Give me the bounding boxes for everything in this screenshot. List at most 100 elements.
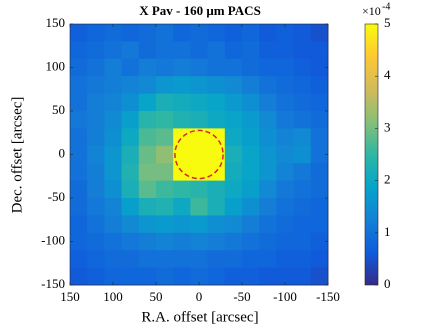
heatmap-cell [104, 215, 122, 234]
heatmap-cell [190, 215, 208, 234]
heatmap-cell [121, 76, 140, 94]
heatmap-cell [224, 93, 243, 112]
heatmap-cell [242, 145, 260, 164]
heatmap-cell [207, 267, 226, 286]
heatmap-cell [293, 232, 312, 251]
heatmap-cell [242, 198, 260, 216]
heatmap-cell [104, 145, 122, 164]
heatmap-cell [173, 250, 191, 268]
heatmap-cell [138, 215, 157, 234]
heatmap-cell [87, 24, 105, 42]
heatmap-cell [310, 145, 329, 164]
heatmap-cell [70, 198, 88, 216]
heatmap-cell [138, 41, 157, 60]
heatmap-cell [276, 267, 294, 286]
heatmap-cell [293, 111, 312, 129]
x-tick-label: 50 [150, 289, 163, 304]
heatmap-cell [310, 111, 329, 129]
heatmap-cell [224, 232, 243, 251]
heatmap-cell [104, 76, 122, 94]
heatmap-cell [242, 163, 260, 181]
heatmap-cell [293, 215, 312, 234]
y-tick-label: -150 [41, 276, 65, 291]
heatmap-cell [173, 145, 191, 164]
heatmap-cell [156, 145, 174, 164]
heatmap-cell [224, 215, 243, 234]
heatmap-cell [310, 93, 329, 112]
heatmap-cell [293, 267, 312, 286]
heatmap-cell [224, 24, 243, 42]
heatmap-cell [207, 111, 226, 129]
heatmap-cell [156, 111, 174, 129]
heatmap-cell [104, 232, 122, 251]
heatmap-cell [190, 58, 208, 77]
heatmap-cell [224, 163, 243, 181]
heatmap-cell [276, 128, 294, 147]
heatmap-cell [104, 41, 122, 60]
colorbar-tick-label: 5 [384, 15, 391, 30]
heatmap-cell [242, 267, 260, 286]
heatmap-cell [276, 215, 294, 234]
heatmap-cell [156, 93, 174, 112]
heatmap-cell [156, 232, 174, 251]
heatmap-cell [87, 93, 105, 112]
heatmap-cell [276, 232, 294, 251]
heatmap-cell [293, 93, 312, 112]
heatmap-cell [121, 93, 140, 112]
heatmap-cell [87, 267, 105, 286]
heatmap-cell [156, 180, 174, 199]
heatmap-cell [173, 180, 191, 199]
heatmap-cell [138, 111, 157, 129]
heatmap-cell [121, 163, 140, 181]
heatmap-cell [276, 250, 294, 268]
heatmap-cell [70, 24, 88, 42]
heatmap-cell [173, 215, 191, 234]
heatmap-cell [70, 76, 88, 94]
y-tick-label: -50 [48, 189, 65, 204]
heatmap-cell [259, 232, 277, 251]
heatmap-cell [276, 76, 294, 94]
heatmap-cell [207, 232, 226, 251]
heatmap-cell [156, 58, 174, 77]
x-tick-label: -100 [273, 289, 297, 304]
heatmap-cell [276, 93, 294, 112]
heatmap-cell [190, 76, 208, 94]
heatmap-cell [259, 41, 277, 60]
heatmap-cell [242, 93, 260, 112]
heatmap-cell [70, 58, 88, 77]
x-tick-label: -150 [316, 289, 340, 304]
heatmap-cell [156, 250, 174, 268]
heatmap-cell [207, 93, 226, 112]
heatmap-cell [87, 232, 105, 251]
heatmap-cell [190, 180, 208, 199]
heatmap-cell [138, 24, 157, 42]
heatmap-cell [207, 58, 226, 77]
heatmap-cell [104, 267, 122, 286]
heatmap-cell [121, 58, 140, 77]
heatmap-cell [190, 163, 208, 181]
heatmap-cell [104, 128, 122, 147]
heatmap-cell [310, 180, 329, 199]
heatmap-cell [259, 145, 277, 164]
heatmap-cell [173, 163, 191, 181]
colorbar-tick-label: 0 [384, 276, 391, 291]
heatmap-cell [173, 232, 191, 251]
heatmap-cell [310, 215, 329, 234]
heatmap-cell [104, 24, 122, 42]
heatmap-cell [138, 128, 157, 147]
heatmap-cell [173, 267, 191, 286]
heatmap-cell [156, 163, 174, 181]
heatmap-cell [224, 41, 243, 60]
colorbar-tick-label: 2 [384, 172, 391, 187]
heatmap-cell [138, 58, 157, 77]
heatmap-cell [138, 93, 157, 112]
heatmap-cell [293, 76, 312, 94]
heatmap-cell [173, 41, 191, 60]
heatmap-cell [293, 250, 312, 268]
heatmap-cell [121, 232, 140, 251]
heatmap-cell [207, 24, 226, 42]
heatmap-cell [190, 111, 208, 129]
heatmap-cell [121, 41, 140, 60]
heatmap-cell [156, 215, 174, 234]
